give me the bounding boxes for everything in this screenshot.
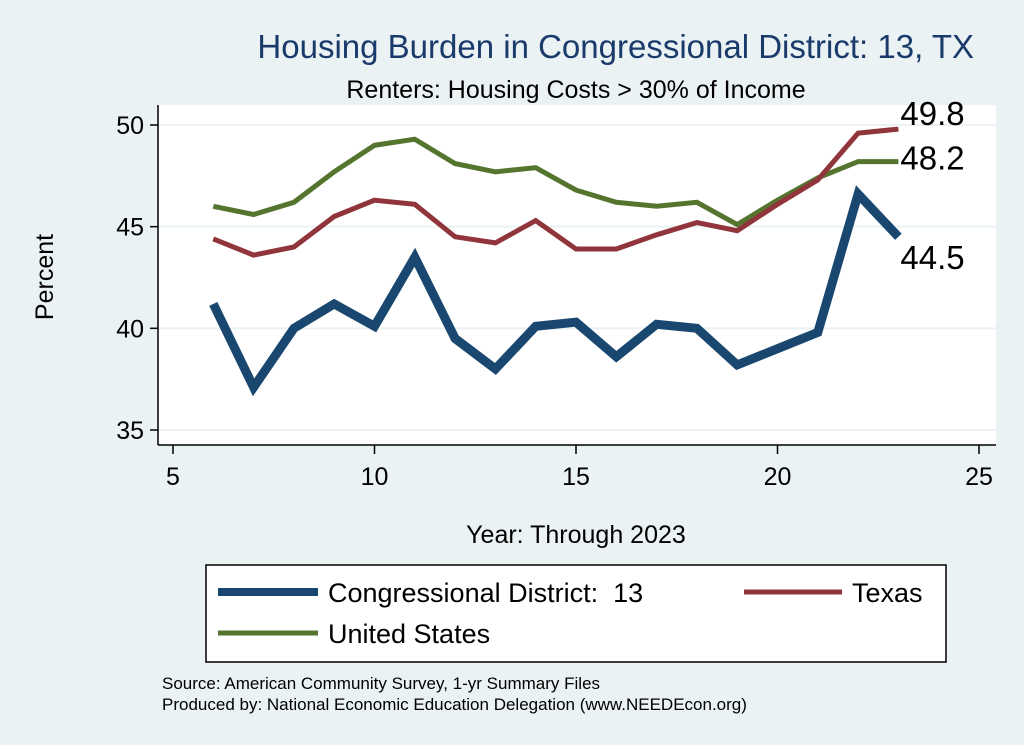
y-tick-label: 35 [116,417,144,445]
x-axis-label: Year: Through 2023 [466,521,686,549]
end-label-district: 44.5 [900,239,964,276]
y-axis-label: Percent [31,234,59,320]
end-labels: 44.5 49.8 48.2 [900,95,964,276]
end-label-texas: 49.8 [900,95,964,132]
x-tick-label: 25 [965,463,993,491]
y-tick-label: 40 [116,315,144,343]
series-lines [209,126,902,397]
series-line-texas [212,126,899,258]
y-tick-label: 45 [116,214,144,242]
end-label-united-states: 48.2 [900,140,964,177]
producer-note: Produced by: National Economic Education… [162,695,747,714]
legend: Congressional District: 13 Texas United … [205,564,947,663]
series-line-district [209,185,902,397]
legend-box [205,564,947,663]
x-tick-label: 10 [361,463,389,491]
legend-label-united-states: United States [328,619,490,649]
x-tick-label: 5 [166,463,180,491]
plot-area [158,105,996,445]
x-tick-label: 20 [764,463,792,491]
legend-label-texas: Texas [852,578,923,608]
chart-subtitle: Renters: Housing Costs > 30% of Income [346,76,805,104]
y-tick-label: 50 [116,112,144,140]
axes: 35 40 45 50 5 10 15 20 25 [116,105,996,491]
chart-title: Housing Burden in Congressional District… [257,28,974,65]
legend-label-district: Congressional District: 13 [328,578,643,608]
series-line-united-states [212,136,899,228]
x-tick-label: 15 [562,463,590,491]
source-note: Source: American Community Survey, 1-yr … [162,674,600,693]
